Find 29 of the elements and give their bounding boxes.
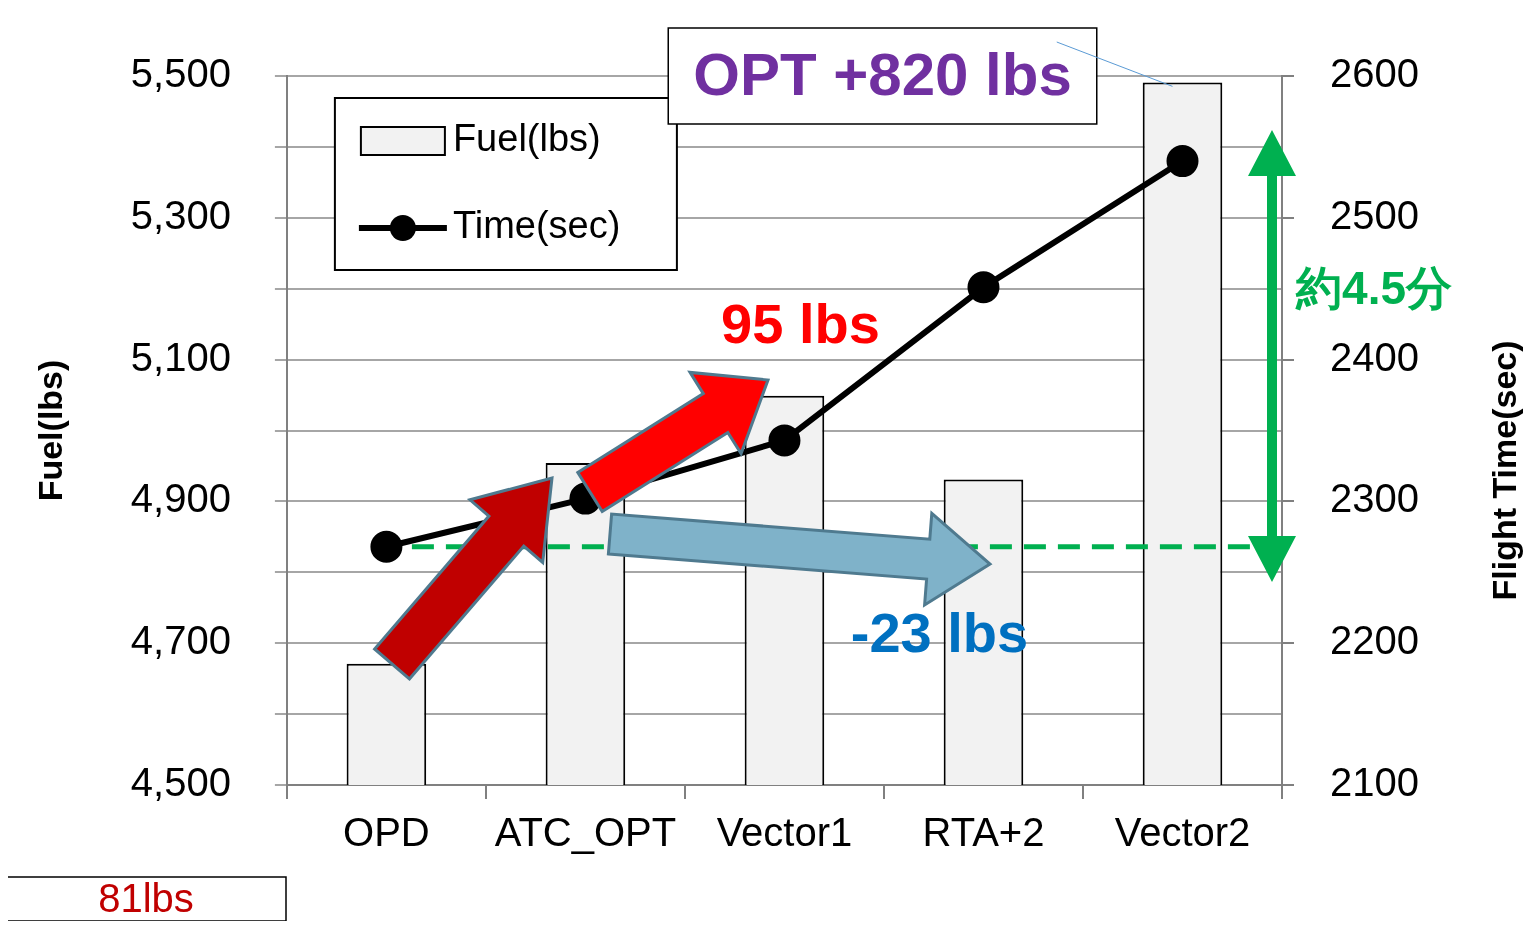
annotation: 95 lbs bbox=[721, 292, 880, 356]
legend-label: Time(sec) bbox=[452, 204, 621, 247]
y-tick-label: 4,700 bbox=[130, 618, 231, 663]
legend-label: Fuel(lbs) bbox=[452, 117, 601, 160]
point bbox=[1166, 145, 1199, 178]
point bbox=[370, 530, 403, 563]
x-tick-label: OPD bbox=[343, 810, 430, 855]
y-tick-label: 5,100 bbox=[130, 334, 231, 379]
y-tick-label: 5,300 bbox=[130, 192, 231, 237]
x-tick-label: ATC_OPT bbox=[494, 810, 677, 855]
y2-tick-label: 2400 bbox=[1330, 334, 1419, 379]
point bbox=[768, 424, 801, 457]
y-tick-label: 5,500 bbox=[130, 51, 231, 96]
x-tick-label: RTA+2 bbox=[922, 810, 1045, 855]
point bbox=[967, 271, 1000, 304]
y-axis-title: Fuel(lbs) bbox=[30, 359, 69, 502]
y2-tick-label: 2600 bbox=[1330, 51, 1419, 96]
y-tick-label: 4,900 bbox=[130, 476, 231, 521]
y-tick-label: 4,500 bbox=[130, 760, 231, 805]
text: 81lbs bbox=[98, 876, 194, 921]
x-tick-label: Vector1 bbox=[716, 810, 853, 855]
text: 約4.5分 bbox=[1295, 261, 1452, 314]
y2-tick-label: 2500 bbox=[1330, 192, 1419, 237]
y2-axis-title: Flight Time(sec) bbox=[1485, 340, 1524, 601]
y2-tick-label: 2200 bbox=[1330, 618, 1419, 663]
y2-tick-label: 2300 bbox=[1330, 476, 1419, 521]
y2-tick-label: 2100 bbox=[1330, 760, 1419, 805]
x-tick-label: Vector2 bbox=[1114, 810, 1251, 855]
annotation: OPT +820 lbs bbox=[693, 40, 1072, 108]
